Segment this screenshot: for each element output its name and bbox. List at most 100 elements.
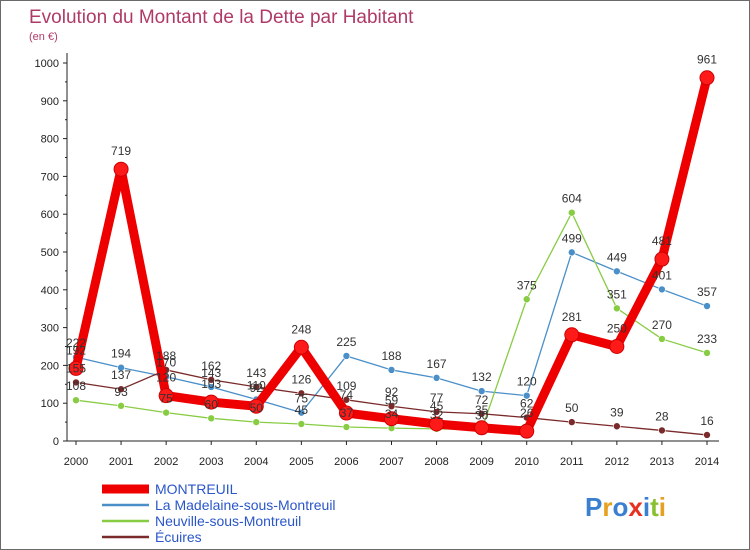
data-point xyxy=(68,360,84,376)
data-point xyxy=(609,339,625,354)
data-point xyxy=(699,70,715,86)
data-label: 45 xyxy=(295,403,309,417)
data-point xyxy=(567,248,576,257)
data-label: 126 xyxy=(291,372,311,386)
x-tick-label: 2013 xyxy=(650,456,674,468)
data-label: 34 xyxy=(385,407,399,421)
data-point xyxy=(342,423,351,431)
chart-subtitle: (en €) xyxy=(29,31,58,43)
data-point xyxy=(207,375,216,384)
data-point xyxy=(654,251,670,267)
data-label: 92 xyxy=(385,385,399,399)
data-label: 375 xyxy=(517,278,537,292)
data-point xyxy=(252,418,261,426)
data-point xyxy=(477,387,486,395)
data-point xyxy=(658,335,666,343)
data-label: 225 xyxy=(336,335,356,349)
data-label: 50 xyxy=(565,401,579,415)
data-label: 188 xyxy=(156,349,176,363)
y-tick-label: 900 xyxy=(41,96,59,108)
y-tick-label: 700 xyxy=(41,171,59,183)
data-point xyxy=(72,396,80,404)
x-tick-label: 2011 xyxy=(560,456,584,468)
logo-text: Proxiti xyxy=(585,492,666,522)
data-point xyxy=(203,394,219,410)
data-label: 351 xyxy=(607,287,627,301)
y-tick-label: 400 xyxy=(41,285,59,297)
data-point xyxy=(477,409,486,418)
data-label: 39 xyxy=(610,405,624,419)
x-tick-label: 2002 xyxy=(154,456,178,468)
legend-label: MONTREUIL xyxy=(155,481,238,497)
data-point xyxy=(117,385,125,394)
axes: 0 100 200 300 400 500 600 700 800 900 1000 2000 2001… xyxy=(35,53,719,468)
data-label: 170 xyxy=(156,356,176,370)
data-point xyxy=(297,389,306,398)
data-point xyxy=(117,363,125,372)
logo-letter: o xyxy=(612,492,628,522)
legend-label: Neuville-sous-Montreuil xyxy=(155,513,301,529)
data-label: 143 xyxy=(246,366,266,380)
data-point xyxy=(384,411,399,427)
data-point xyxy=(432,408,441,416)
data-label: 62 xyxy=(520,397,534,411)
data-label: 961 xyxy=(697,53,717,67)
data-label: 103 xyxy=(201,377,221,391)
y-tick-label: 600 xyxy=(41,209,59,221)
y-tick-label: 800 xyxy=(41,134,59,146)
y-tick-label: 200 xyxy=(41,360,59,372)
data-point xyxy=(474,420,490,436)
proxiti-logo: Proxiti xyxy=(585,492,666,522)
data-label: 26 xyxy=(520,406,534,420)
data-label: 194 xyxy=(111,347,131,361)
data-point xyxy=(342,395,351,404)
data-label: 222 xyxy=(66,336,86,350)
data-point xyxy=(613,422,621,431)
data-point xyxy=(703,302,711,310)
data-point xyxy=(117,402,125,410)
data-label: 75 xyxy=(159,392,173,406)
logo-letter: r xyxy=(602,492,612,522)
y-tick-label: 500 xyxy=(41,247,59,259)
y-tick-label: 1000 xyxy=(35,58,59,70)
x-tick-label: 2008 xyxy=(424,456,448,468)
data-label: 155 xyxy=(66,361,86,375)
data-point xyxy=(522,391,531,400)
data-point xyxy=(342,352,351,360)
logo-letter: x xyxy=(628,492,643,522)
x-tick-label: 2007 xyxy=(379,456,403,468)
logo-letter: i xyxy=(643,492,650,522)
data-point xyxy=(432,374,441,382)
data-point xyxy=(338,405,354,421)
data-label: 143 xyxy=(201,366,221,380)
x-tick-label: 2000 xyxy=(64,456,88,468)
data-point xyxy=(703,349,711,357)
data-label: 32 xyxy=(430,408,444,422)
data-label: 188 xyxy=(381,349,401,363)
data-label: 499 xyxy=(562,231,582,245)
data-point xyxy=(248,398,264,414)
data-point xyxy=(613,267,621,276)
data-label: 604 xyxy=(562,192,582,206)
data-point xyxy=(207,414,216,423)
data-point xyxy=(158,388,174,404)
data-point xyxy=(567,418,576,426)
x-tick-label: 2005 xyxy=(289,456,313,468)
data-point xyxy=(252,383,261,391)
data-point xyxy=(113,161,129,177)
data-label: 270 xyxy=(652,318,672,332)
data-label: 110 xyxy=(247,378,266,392)
data-label: 250 xyxy=(607,322,627,336)
data-label: 132 xyxy=(472,370,492,384)
data-point xyxy=(564,327,580,343)
data-point xyxy=(297,408,306,417)
data-label: 401 xyxy=(652,268,672,282)
series-layer xyxy=(68,70,715,439)
data-label: 108 xyxy=(66,379,86,393)
data-label: 192 xyxy=(66,343,86,357)
data-point xyxy=(567,208,576,217)
data-point xyxy=(703,431,711,439)
x-tick-label: 2009 xyxy=(469,456,493,468)
data-point xyxy=(613,304,621,313)
data-label: 45 xyxy=(430,399,444,413)
